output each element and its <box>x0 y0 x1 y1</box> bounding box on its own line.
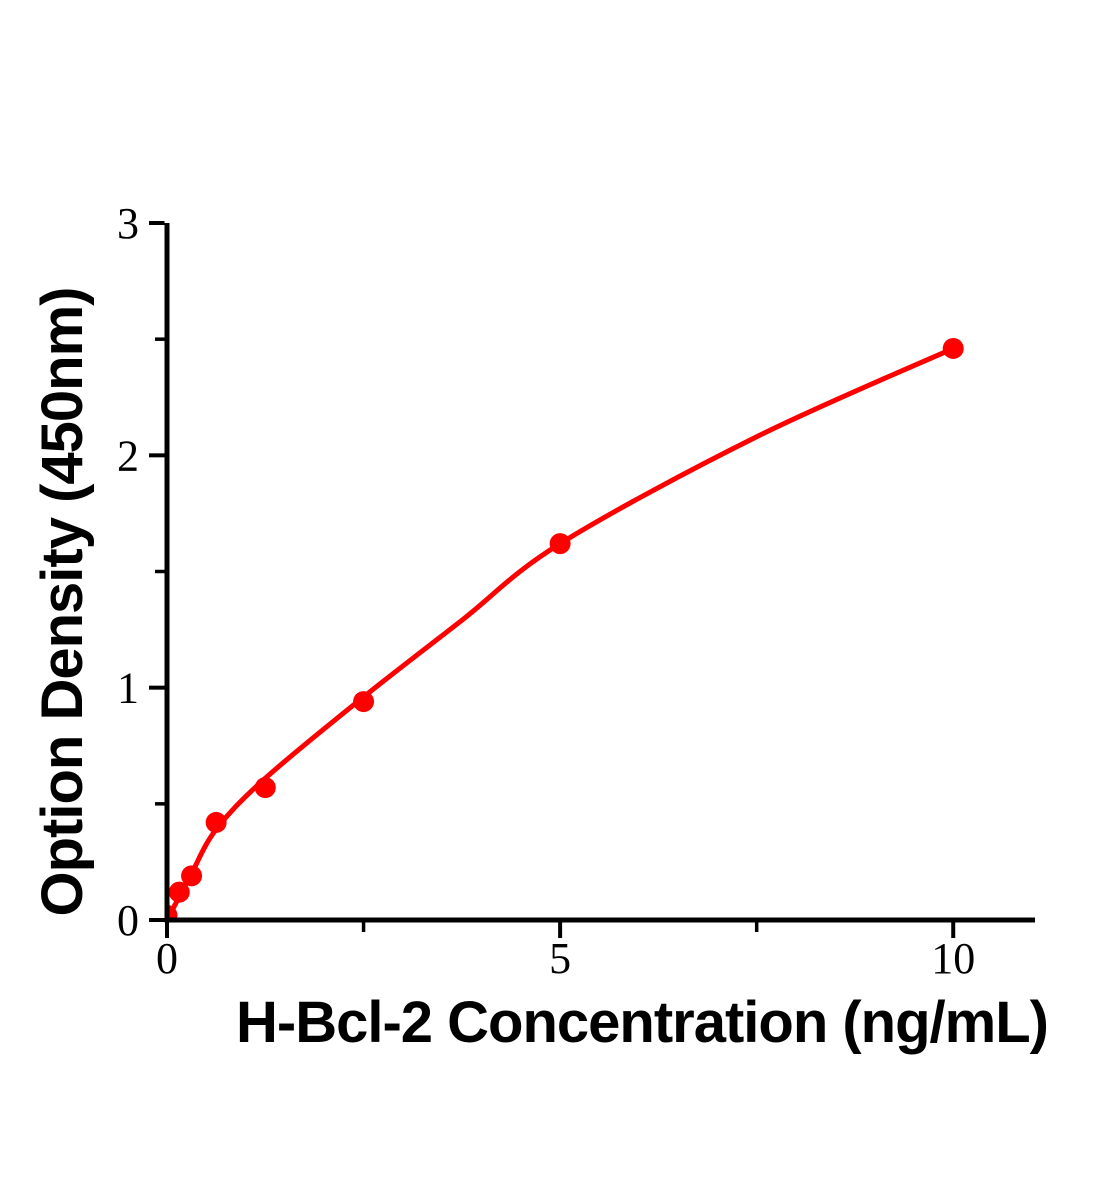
y-tick-label: 2 <box>117 431 139 480</box>
y-tick-label: 0 <box>117 896 139 945</box>
data-point-marker <box>254 777 276 799</box>
y-tick-label: 3 <box>117 199 139 248</box>
x-tick-label: 10 <box>931 934 975 983</box>
x-tick-label: 0 <box>156 934 178 983</box>
x-axis-title: H-Bcl-2 Concentration (ng/mL) <box>236 990 1048 1055</box>
data-point-marker <box>942 337 964 359</box>
data-point-marker <box>168 881 190 903</box>
x-tick-label: 5 <box>549 934 571 983</box>
y-axis-title: Option Density (450nm) <box>30 288 95 917</box>
data-point-marker <box>181 865 203 887</box>
axes-spines <box>164 223 1035 923</box>
data-point-marker <box>167 904 178 920</box>
y-tick-label: 1 <box>117 664 139 713</box>
data-point-marker <box>353 691 375 713</box>
fit-curve-line <box>167 346 955 920</box>
data-point-marker <box>205 811 227 833</box>
data-point-marker <box>549 533 571 555</box>
